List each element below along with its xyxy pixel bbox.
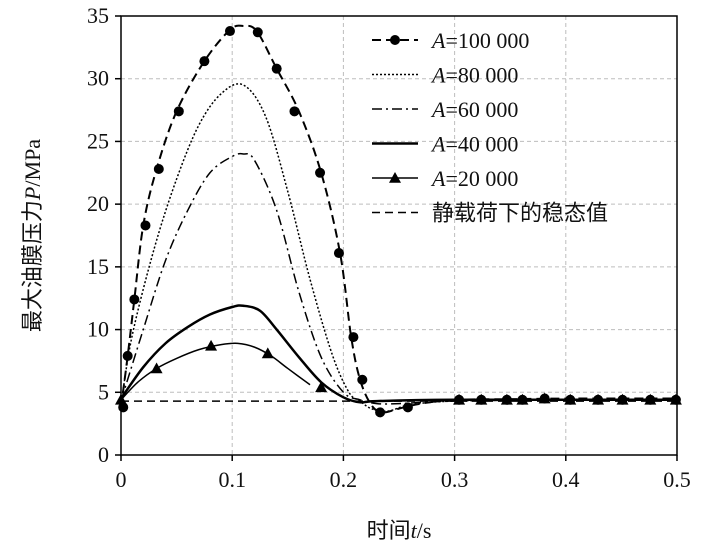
series-0-point-14 bbox=[357, 374, 368, 385]
legend-item-5: 静载荷下的稳态值 bbox=[372, 202, 608, 227]
series-3 bbox=[119, 304, 677, 404]
x-axis-title: 时间t/s bbox=[367, 518, 432, 544]
series-1 bbox=[120, 83, 678, 412]
series-0-point-16 bbox=[402, 402, 413, 413]
plot-frame bbox=[120, 15, 678, 456]
legend-label-3-variable: A bbox=[430, 132, 446, 157]
legend-label-1-variable: A bbox=[430, 63, 446, 88]
y-axis-title-suffix: /MPa bbox=[20, 139, 45, 187]
series-layer bbox=[115, 24, 682, 418]
legend-label-0: A=100 000 bbox=[430, 28, 529, 53]
series-0-point-7 bbox=[224, 26, 235, 37]
legend-label-1: A=80 000 bbox=[430, 63, 518, 88]
legend-label-4-value: =20 000 bbox=[445, 166, 518, 191]
series-4-point-7 bbox=[500, 393, 513, 405]
legend-item-3: A=40 000 bbox=[372, 132, 518, 157]
series-0-point-12 bbox=[333, 248, 344, 259]
series-4-point-10 bbox=[564, 393, 577, 405]
x-axis-title-suffix: /s bbox=[417, 518, 432, 543]
y-axis-title-variable: P bbox=[20, 187, 45, 201]
series-4-point-13 bbox=[644, 393, 657, 405]
x-tick-label-2: 0.2 bbox=[330, 467, 358, 492]
series-2 bbox=[120, 152, 678, 405]
series-0-point-10 bbox=[289, 106, 300, 117]
series-0-point-5 bbox=[173, 106, 184, 117]
legend-item-2: A=60 000 bbox=[372, 97, 518, 122]
y-axis-title: 最大油膜压力P/MPa bbox=[20, 139, 46, 332]
series-0-point-8 bbox=[252, 27, 263, 38]
x-tick-label-1: 0.1 bbox=[218, 467, 246, 492]
legend-item-1: A=80 000 bbox=[372, 63, 518, 88]
series-4-point-1 bbox=[150, 362, 163, 374]
series-4 bbox=[115, 339, 682, 405]
x-tick-label-4: 0.4 bbox=[552, 467, 580, 492]
series-0-point-6 bbox=[199, 56, 210, 67]
y-tick-label-0: 0 bbox=[98, 442, 109, 467]
legend-item-4: A=20 000 bbox=[372, 166, 518, 191]
series-4-point-11 bbox=[592, 393, 605, 405]
series-0-point-9 bbox=[271, 63, 282, 74]
grid-layer bbox=[121, 16, 677, 455]
legend-label-3: A=40 000 bbox=[430, 132, 518, 157]
y-tick-label-1: 5 bbox=[98, 379, 109, 404]
series-4-point-6 bbox=[475, 393, 488, 405]
legend-label-4: A=20 000 bbox=[430, 166, 518, 191]
legend-label-0-value: =100 000 bbox=[445, 28, 529, 53]
series-0-point-4 bbox=[153, 164, 164, 175]
series-4-point-3 bbox=[261, 347, 274, 359]
series-0-point-13 bbox=[348, 332, 359, 343]
legend-label-2: A=60 000 bbox=[430, 97, 518, 122]
series-2-line bbox=[120, 152, 678, 405]
y-tick-label-2: 10 bbox=[87, 317, 109, 342]
legend-label-2-variable: A bbox=[430, 97, 446, 122]
legend-label-0-variable: A bbox=[430, 28, 446, 53]
y-tick-label-3: 15 bbox=[87, 254, 109, 279]
series-4-point-14 bbox=[669, 393, 682, 405]
series-0-point-2 bbox=[129, 294, 140, 305]
legend-marker-4 bbox=[389, 172, 401, 183]
series-4-point-2 bbox=[205, 339, 218, 351]
legend-item-0: A=100 000 bbox=[372, 28, 529, 53]
legend-label-4-variable: A bbox=[430, 166, 446, 191]
x-tick-label-3: 0.3 bbox=[441, 467, 469, 492]
x-axis-title-prefix: 时间 bbox=[367, 519, 411, 544]
series-4-line bbox=[120, 342, 311, 401]
series-4-point-5 bbox=[453, 393, 466, 405]
series-4-point-8 bbox=[516, 393, 529, 405]
y-tick-label-6: 30 bbox=[87, 66, 109, 91]
y-tick-label-4: 20 bbox=[87, 191, 109, 216]
y-tick-label-5: 25 bbox=[87, 128, 109, 153]
series-0-point-11 bbox=[315, 167, 326, 178]
series-1-line bbox=[120, 83, 678, 412]
series-0-point-3 bbox=[140, 220, 151, 231]
legend-label-1-value: =80 000 bbox=[445, 63, 518, 88]
x-tick-label-0: 0 bbox=[116, 467, 127, 492]
x-axis-title-variable: t bbox=[411, 518, 418, 543]
legend-label-2-value: =60 000 bbox=[445, 97, 518, 122]
y-tick-label-7: 35 bbox=[87, 3, 109, 28]
y-axis-title-prefix: 最大油膜压力 bbox=[21, 200, 46, 332]
x-tick-label-5: 0.5 bbox=[663, 467, 691, 492]
legend-marker-0 bbox=[390, 35, 400, 45]
series-4-point-4 bbox=[315, 381, 328, 393]
series-0-point-15 bbox=[375, 407, 386, 418]
legend-label-5: 静载荷下的稳态值 bbox=[432, 202, 608, 227]
legend-label-3-value: =40 000 bbox=[445, 132, 518, 157]
series-3-line bbox=[119, 304, 677, 404]
series-4-point-12 bbox=[616, 393, 629, 405]
tick-layer: 0 0.1 0.2 0.3 0.4 0.5 0 5 10 15 20 25 30 35 bbox=[87, 3, 691, 492]
